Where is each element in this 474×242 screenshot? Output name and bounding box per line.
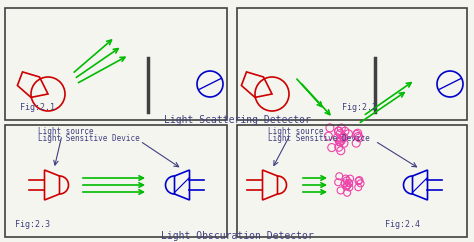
Text: Light Sensitive Device: Light Sensitive Device — [268, 134, 370, 143]
Text: Light source: Light source — [38, 127, 93, 136]
Text: Light source: Light source — [268, 127, 323, 136]
Text: Fig:2.4: Fig:2.4 — [385, 220, 420, 229]
Text: Light Scattering Detector: Light Scattering Detector — [164, 115, 310, 125]
Text: Fig:2.2: Fig:2.2 — [342, 103, 377, 112]
Text: Light Sensitive Device: Light Sensitive Device — [38, 134, 140, 143]
Text: Fig:2.1: Fig:2.1 — [20, 103, 55, 112]
Text: Light Obscuration Detector: Light Obscuration Detector — [161, 231, 313, 241]
Text: Fig:2.3: Fig:2.3 — [15, 220, 50, 229]
